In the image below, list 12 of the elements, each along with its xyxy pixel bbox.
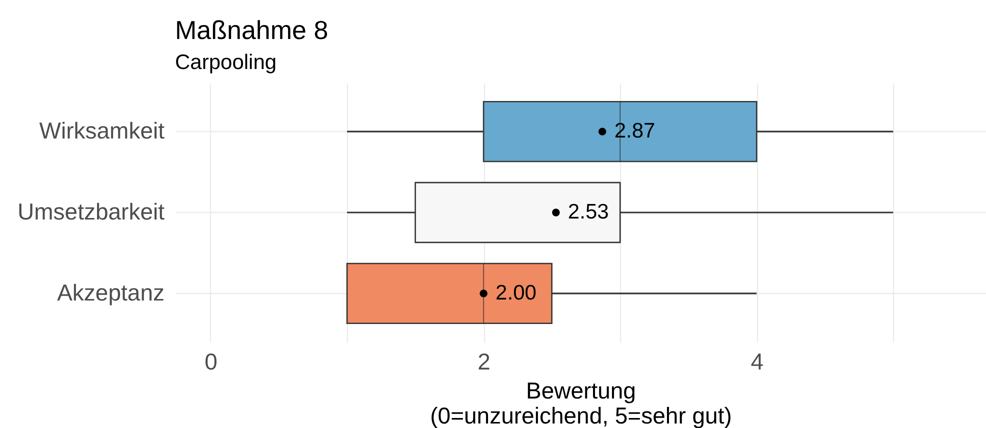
x-axis-title: Bewertung (0=unzureichend, 5=sehr gut) — [430, 378, 732, 428]
y-tick-label: Umsetzbarkeit — [18, 198, 166, 224]
x-tick-label: 0 — [204, 348, 218, 374]
annotation: 2.53 — [568, 200, 609, 224]
x-tick-label: 2 — [478, 348, 490, 374]
chart-subtitle: Carpooling — [175, 51, 277, 74]
chart-title: Maßnahme 8 — [175, 15, 328, 45]
y-tick-label: Akzeptanz — [57, 279, 164, 306]
x-tick-label: 4 — [750, 348, 764, 374]
y-tick-label: Wirksamkeit — [39, 118, 166, 144]
annotation: 2.00 — [496, 281, 536, 304]
annotation: 2.87 — [614, 120, 656, 143]
